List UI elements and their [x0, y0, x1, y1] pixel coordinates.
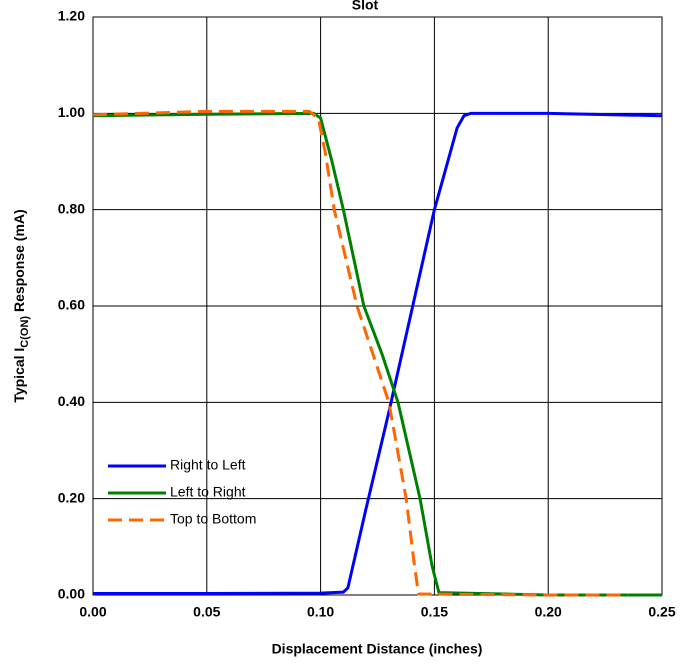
chart-title: Slot	[352, 0, 379, 13]
y-tick-label: 1.00	[58, 104, 85, 120]
y-tick-label: 1.20	[58, 8, 85, 24]
legend-label: Left to Right	[170, 484, 246, 500]
y-axis-label: Typical IC(ON) Response (mA)	[11, 209, 31, 402]
series-line	[93, 111, 663, 596]
legend-label: Top to Bottom	[170, 511, 256, 527]
x-tick-label: 0.05	[193, 604, 220, 620]
series-line	[92, 109, 628, 597]
y-tick-label: 0.40	[58, 393, 85, 409]
y-label-part: Response (mA)	[11, 209, 27, 316]
x-tick-label: 0.15	[421, 604, 448, 620]
y-tick-label: 0.20	[58, 489, 85, 505]
y-label-sub: C(ON)	[19, 316, 31, 348]
x-tick-label: 0.25	[648, 604, 675, 620]
x-axis-label: Displacement Distance (inches)	[272, 641, 483, 657]
x-tick-label: 0.00	[79, 604, 106, 620]
legend-label: Right to Left	[170, 457, 246, 473]
x-tick-label: 0.10	[307, 604, 334, 620]
y-tick-label: 0.60	[58, 297, 85, 313]
y-tick-label: 0.00	[58, 586, 85, 602]
y-tick-label: 0.80	[58, 200, 85, 216]
y-label-part: Typical I	[11, 348, 27, 403]
plot-frame	[92, 16, 663, 596]
x-tick-label: 0.20	[535, 604, 562, 620]
